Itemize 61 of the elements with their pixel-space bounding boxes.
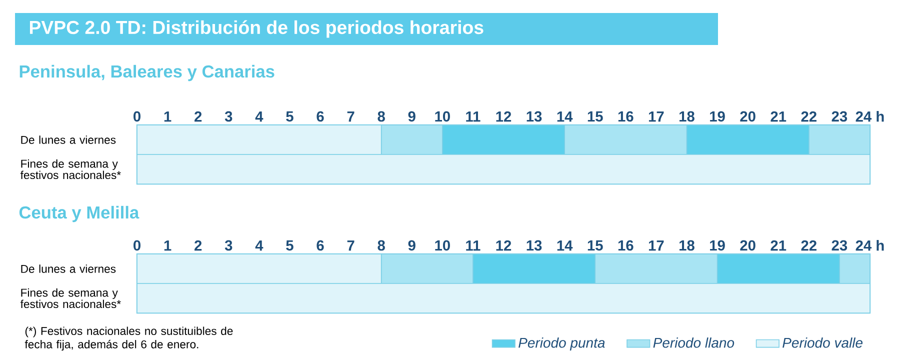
x-tick-label: 9 [408, 240, 416, 251]
x-tick-label: 10 [435, 111, 450, 122]
text: (*) Festivos nacionales no sustituibles de fecha fija, además del 6 de enero. [24, 326, 233, 351]
x-tick-label: 21 [770, 240, 786, 251]
x-tick-label: 17 [648, 112, 664, 122]
x-tick-label: 15 [588, 240, 603, 251]
legend-label: Periodo valle [782, 337, 862, 348]
x-tick-label: 6 [316, 111, 324, 122]
x-tick-label: 8 [378, 240, 385, 251]
x-tick-label: 11 [466, 112, 480, 122]
x-tick-label: 11 [466, 240, 480, 251]
x-tick-label: 5 [286, 111, 294, 122]
x-tick-label: 16 [618, 111, 634, 122]
x-tick-label: 4 [255, 240, 264, 251]
x-tick-label: 2 [194, 240, 202, 251]
x-tick-label: 1 [164, 112, 172, 122]
x-tick-label: 12 [496, 240, 512, 251]
x-tick-label: 18 [680, 111, 694, 122]
x-tick-label: 17 [648, 240, 664, 251]
y-tick-label: Fines de semana y festivos nacionales* [20, 288, 121, 308]
x-tick-label: 13 [526, 111, 542, 122]
chart-subtitle: Peninsula, Baleares y Canarias [20, 64, 274, 82]
x-tick-label: 23 [832, 240, 848, 251]
x-tick-label: 23 [832, 111, 848, 122]
chart-title: Ceuta y Melilla [19, 206, 140, 222]
x-tick-label: 19 [710, 240, 725, 251]
x-tick-label: 12 [496, 111, 512, 122]
x-tick-label: 5 [286, 240, 294, 251]
x-tick-label: 7 [347, 112, 354, 122]
x-tick-label: 4 [255, 112, 264, 122]
x-tick-label: 9 [408, 111, 416, 122]
legend-label: Periodo llano [653, 337, 734, 348]
x-tick-label: 0 [134, 240, 140, 251]
y-tick-label: Fines de semana y festivos nacionales* [20, 159, 121, 180]
y-tick-label: De lunes a viernes [21, 264, 116, 273]
x-tick-label: 8 [378, 111, 385, 122]
x-tick-label: 14 [557, 240, 573, 251]
x-tick-label: 18 [680, 240, 694, 251]
x-tick-label: 7 [347, 240, 354, 251]
x-tick-label: 20 [740, 111, 756, 122]
x-tick-label: 19 [710, 111, 725, 122]
x-tick-label: 3 [224, 240, 232, 251]
x-tick-label: 16 [618, 240, 634, 251]
x-tick-label: 6 [316, 240, 324, 251]
legend-label: Periodo punta [518, 337, 605, 351]
x-tick-label: 15 [588, 111, 603, 122]
x-tick-label: 3 [224, 111, 232, 122]
x-tick-label: 0 [134, 111, 140, 122]
x-tick-label: 13 [526, 240, 542, 251]
x-tick-label: 24 h [856, 240, 884, 251]
chart-title: PVPC 2.0 TD: Distribución de los periodos horarios [30, 20, 484, 38]
y-tick-label: De lunes a viernes [21, 136, 116, 144]
x-tick-label: 14 [557, 112, 573, 122]
x-tick-label: 24 h [856, 110, 884, 122]
x-tick-label: 20 [740, 240, 756, 251]
x-tick-label: 1 [164, 240, 172, 251]
x-tick-label: 22 [801, 240, 816, 251]
x-tick-label: 21 [770, 111, 786, 122]
x-tick-label: 22 [801, 111, 816, 122]
x-tick-label: 10 [435, 240, 450, 251]
x-tick-label: 2 [194, 111, 202, 122]
